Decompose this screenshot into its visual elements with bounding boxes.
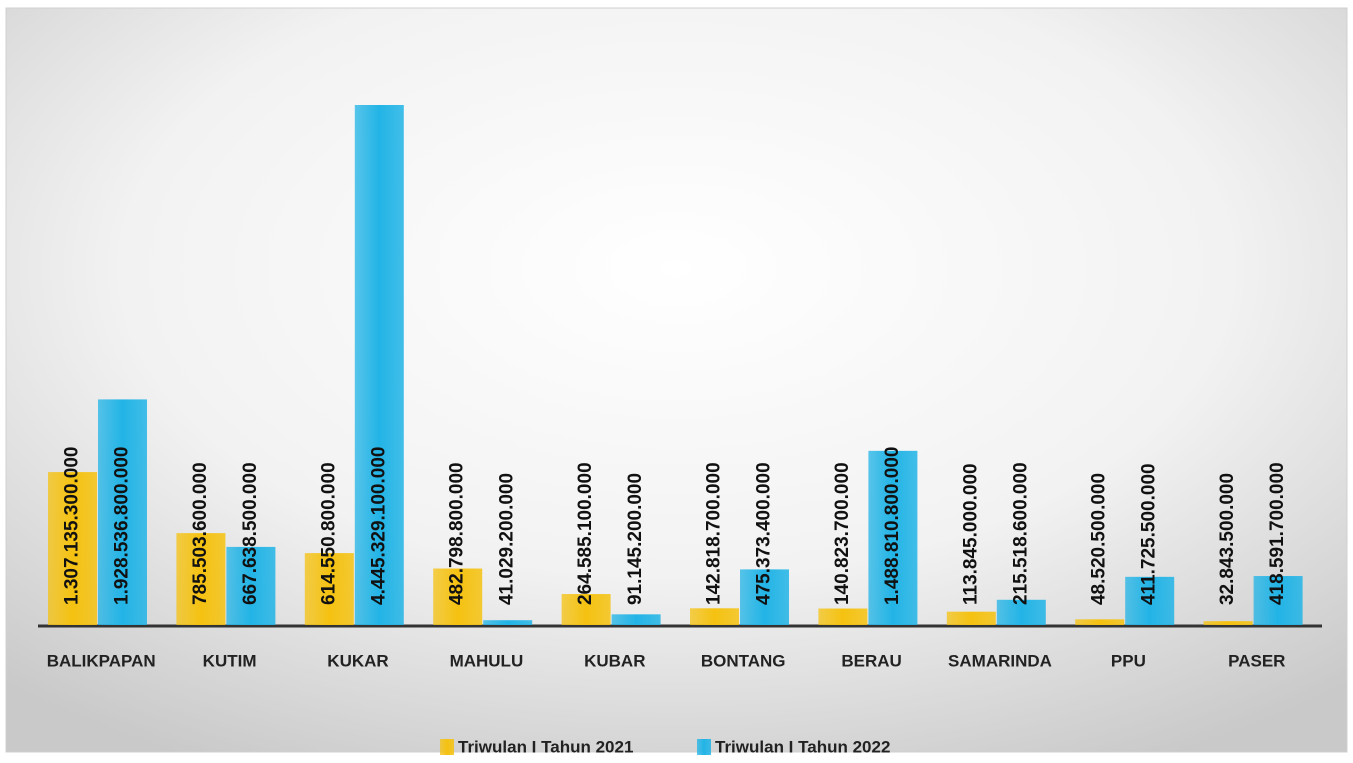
bar	[176, 533, 226, 625]
bar	[996, 599, 1046, 625]
x-tick-label: MAHULU	[450, 651, 524, 670]
x-tick-label: PPU	[1111, 651, 1146, 670]
data-label: 215.518.600.000	[1010, 462, 1031, 605]
bar	[561, 594, 611, 625]
bar	[483, 620, 533, 625]
bar	[48, 472, 97, 625]
chart-background	[5, 7, 1348, 753]
bar	[611, 614, 661, 625]
x-tick-label: KUTIM	[203, 651, 257, 670]
x-tick-label: BERAU	[841, 651, 901, 670]
data-label: 1.307.135.300.000	[62, 447, 83, 606]
bar	[1125, 576, 1175, 625]
data-label: 142.818.700.000	[704, 462, 725, 605]
bar	[98, 399, 147, 625]
legend-swatch	[440, 739, 454, 755]
bar	[1203, 621, 1253, 625]
x-tick-label: SAMARINDA	[948, 651, 1052, 670]
bar	[946, 611, 996, 625]
x-tick-label: PASER	[1228, 651, 1285, 670]
bar	[868, 450, 918, 625]
data-label: 264.585.100.000	[575, 462, 596, 605]
data-label: 91.145.200.000	[625, 473, 646, 605]
data-label: 1.488.810.800.000	[882, 447, 903, 606]
legend-label: Triwulan I Tahun 2021	[458, 737, 633, 756]
x-tick-label: KUBAR	[584, 651, 645, 670]
bar	[226, 546, 276, 625]
bar	[433, 568, 483, 625]
data-label: 667.638.500.000	[240, 462, 261, 605]
data-label: 614.550.800.000	[318, 462, 339, 605]
legend-swatch	[697, 739, 711, 755]
data-label: 411.725.500.000	[1139, 463, 1160, 605]
x-tick-label: BALIKPAPAN	[47, 651, 156, 670]
data-label: 475.373.400.000	[754, 462, 775, 605]
bar	[354, 105, 404, 625]
data-label: 113.845.000.000	[960, 463, 981, 605]
data-label: 785.503.600.000	[190, 462, 211, 605]
data-label: 4.445.329.100.000	[368, 447, 389, 606]
bar	[818, 608, 868, 625]
data-label: 140.823.700.000	[832, 462, 853, 605]
data-label: 32.843.500.000	[1217, 473, 1238, 605]
data-label: 48.520.500.000	[1089, 473, 1110, 605]
data-label: 418.591.700.000	[1267, 462, 1288, 605]
data-label: 1.928.536.800.000	[112, 447, 133, 606]
bar	[690, 608, 739, 625]
bar	[304, 553, 354, 625]
data-label: 41.029.200.000	[497, 473, 518, 605]
x-tick-label: BONTANG	[701, 651, 786, 670]
x-tick-label: KUKAR	[327, 651, 388, 670]
data-label: 482.798.800.000	[447, 462, 468, 605]
bar	[1075, 619, 1125, 625]
legend-label: Triwulan I Tahun 2022	[715, 737, 890, 756]
bar	[1253, 576, 1303, 625]
bar	[740, 569, 789, 625]
